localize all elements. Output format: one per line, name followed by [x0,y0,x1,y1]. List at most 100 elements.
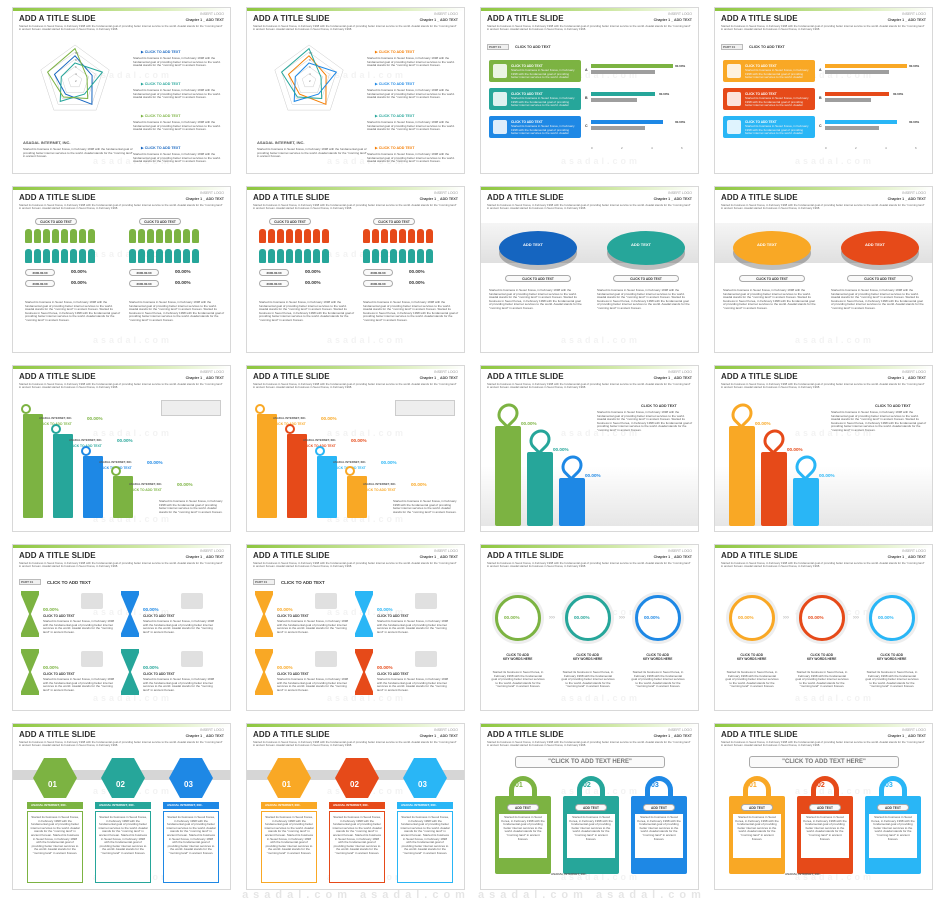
x-tick-label: 4 [885,146,887,150]
percentage-circle [565,595,611,641]
percentage-value: 00.00% [377,665,393,670]
slide-top-accent [715,545,932,548]
year-pill: 2000.00.00 [259,269,289,276]
chapter-label: Chapter 1 _ ADD TEXT [653,734,692,738]
person-icon [79,249,86,263]
body-text: Started its business in Seoul Korea, in … [561,671,615,689]
slide-thumbnail[interactable]: ADD A TITLE SLIDE INSERT LOGO Chapter 1 _ … [12,365,231,532]
click-to-add-text: CLICK TO ADD TEXT [143,614,175,618]
insert-logo: INSERT LOGO [200,12,224,16]
slide-thumbnail[interactable]: ADD A TITLE SLIDE INSERT LOGO Chapter 1 _ … [246,723,465,890]
slide-thumbnail[interactable]: ADD A TITLE SLIDE INSERT LOGO Chapter 1 _ … [246,544,465,711]
slide-title: ADD A TITLE SLIDE [487,730,564,739]
x-tick-label: 2 [621,146,623,150]
pin-icon [759,425,789,455]
person-icon [268,249,275,263]
watermark: asadal.com [327,514,407,524]
slide-subtitle: Started its business in Seoul Korea, in … [721,741,925,748]
slide-title: ADD A TITLE SLIDE [721,372,798,381]
radar-chart [40,44,110,111]
watermark: asadal.com [561,335,641,345]
arrow-pin [285,424,295,434]
chapter-label: Chapter 1 _ ADD TEXT [185,18,224,22]
person-icon [286,229,293,243]
body-text: Started its business in Seoul Korea, in … [133,153,221,164]
slide-thumbnail[interactable]: ADD A TITLE SLIDE INSERT LOGO Chapter 1 _ … [714,365,933,532]
person-icon [52,229,59,243]
bar-category-label: A [819,68,822,72]
slide-thumbnail[interactable]: ADD A TITLE SLIDE INSERT LOGO Chapter 1 _ … [480,186,699,353]
slide-thumbnail[interactable]: ADD A TITLE SLIDE INSERT LOGO Chapter 1 _ … [480,544,699,711]
chapter-label: Chapter 1 _ ADD TEXT [653,376,692,380]
slide-thumbnail[interactable]: ADD A TITLE SLIDE INSERT LOGO Chapter 1 _ … [12,7,231,174]
insert-logo: INSERT LOGO [200,191,224,195]
cube-stack [729,426,755,526]
percentage-value: 00.00% [321,416,337,421]
person-icon [417,249,424,263]
arrow-column [23,414,43,518]
percentage-value: 00.00% [43,607,59,612]
slide-title: ADD A TITLE SLIDE [19,730,96,739]
pin-icon [493,399,523,429]
slide-top-accent [13,8,230,11]
click-to-add-text: CLICK TO ADD TEXT [363,488,396,492]
part-tab [721,44,743,50]
body-text: Started its business in Seoul Korea, in … [597,411,693,432]
percentage-value: 00.00% [504,615,520,620]
icon-square [727,92,741,106]
slide-thumbnail[interactable]: ADD A TITLE SLIDE INSERT LOGO Chapter 1 _ … [714,186,933,353]
click-to-add-text-pill: CLICK TO ADD TEXT [613,275,679,282]
lock-shackle [743,776,771,800]
slide-thumbnail[interactable]: ADD A TITLE SLIDE INSERT LOGO Chapter 1 _ … [714,7,933,174]
company-name: ASADAL INTERNET, INC. [303,438,337,442]
body-text: Started its business in Seoul Korea, in … [133,89,221,100]
slide-thumbnail[interactable]: ADD A TITLE SLIDE INSERT LOGO Chapter 1 _ … [714,544,933,711]
bar [591,126,645,130]
photo-illustration [181,593,203,609]
slide-thumbnail[interactable]: ADD A TITLE SLIDE INSERT LOGO Chapter 1 _ … [480,365,699,532]
watermark: asadal.com [795,693,875,703]
slide-thumbnail[interactable]: ADD A TITLE SLIDE INSERT LOGO Chapter 1 _ … [12,186,231,353]
slide-thumbnail[interactable]: ADD A TITLE SLIDE INSERT LOGO Chapter 1 _ … [246,7,465,174]
slide-thumbnail[interactable]: ADD A TITLE SLIDE INSERT LOGO Chapter 1 _ … [246,365,465,532]
slide-thumbnail[interactable]: ADD A TITLE SLIDE INSERT LOGO Chapter 1 _ … [246,186,465,353]
slide-thumbnail[interactable]: ADD A TITLE SLIDE INSERT LOGO Chapter 1 _ … [480,723,699,890]
person-icon [129,249,136,263]
person-icon [426,249,433,263]
percentage-value: 00.00% [381,460,397,465]
slide-thumbnail[interactable]: ADD A TITLE SLIDE INSERT LOGO Chapter 1 _ … [12,544,231,711]
year-pill: 2000.00.00 [363,269,393,276]
step-number: 03 [418,780,427,789]
radar-tick-label: 2 [309,79,311,83]
company-name: ASADAL INTERNET, INC. [273,416,307,420]
slide-thumbnail[interactable]: ADD A TITLE SLIDE INSERT LOGO Chapter 1 _ … [480,7,699,174]
watermark: asadal.com [561,872,641,882]
person-icon [268,229,275,243]
click-to-add-text: CLICK TO ADD TEXT [641,404,677,408]
chapter-label: Chapter 1 _ ADD TEXT [419,376,458,380]
hourglass-icon [121,649,139,695]
chapter-label: Chapter 1 _ ADD TEXT [185,734,224,738]
slide-thumbnail[interactable]: ADD A TITLE SLIDE INSERT LOGO Chapter 1 _ … [12,723,231,890]
slide-title: ADD A TITLE SLIDE [487,193,564,202]
bar [591,70,655,74]
click-to-add-text: CLICK TO ADD TEXT [129,488,162,492]
percentage-value: 00.00% [409,280,425,285]
slide-thumbnail[interactable]: ADD A TITLE SLIDE INSERT LOGO Chapter 1 _ … [714,723,933,890]
company-bar [261,802,317,809]
lock-text-card [635,814,683,858]
person-icon [259,249,266,263]
pin-icon [727,399,757,429]
year-pill: 2000.00.00 [25,280,55,287]
lock-shackle [879,776,907,800]
bar-value-label: 00.00% [909,120,920,124]
cube-stack [527,452,553,526]
hourglass-icon [255,649,273,695]
slide-subtitle: Started its business in Seoul Korea, in … [487,383,691,390]
person-icon [147,249,154,263]
slide-top-accent [247,724,464,727]
click-to-add-text: CLICK TO ADD TEXT [511,92,543,96]
percentage-circle [799,595,845,641]
chapter-label: Chapter 1 _ ADD TEXT [887,376,926,380]
x-tick-label: 0 [825,146,827,150]
